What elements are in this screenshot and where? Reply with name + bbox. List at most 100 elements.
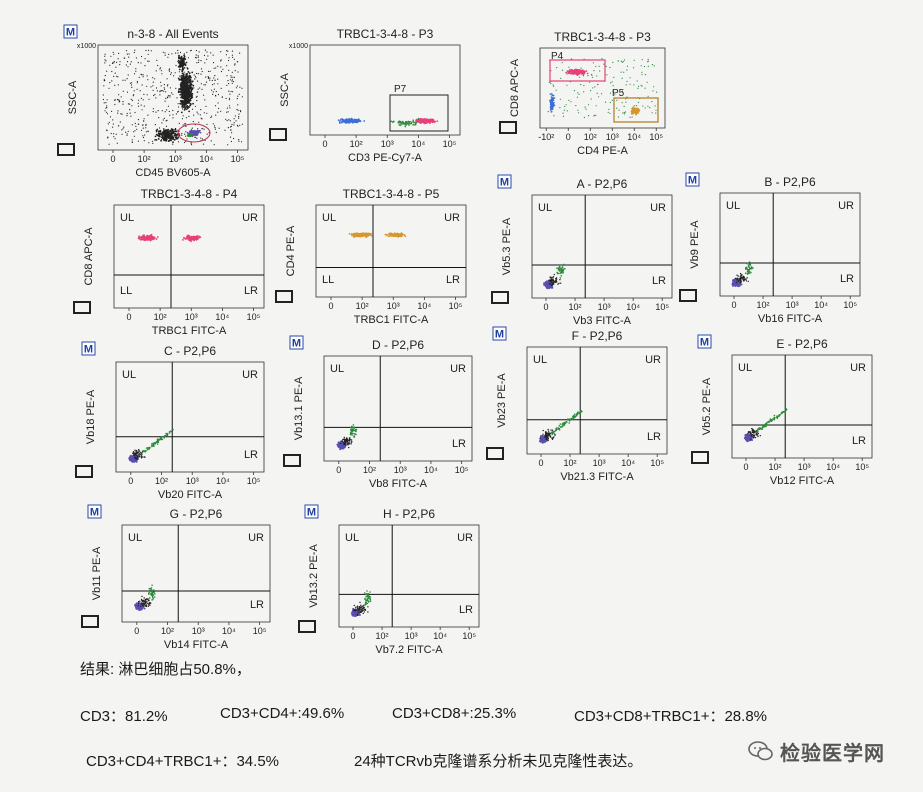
- x-tick-label: -10²: [538, 132, 554, 142]
- quadrant-label-ul: UL: [122, 369, 136, 381]
- x-axis-label: CD3 PE-Cy7-A: [348, 152, 423, 164]
- trbc1-negative-cd8: [137, 233, 159, 242]
- x-tick-label: 10⁴: [411, 139, 425, 149]
- plot-frame: [531, 194, 673, 299]
- panel-p11: M E - P2,P6 Vb5.2 PE-A Vb12 FITC-A 0 10² 10³ 10…: [691, 334, 873, 487]
- x-tick-label: 10²: [138, 154, 151, 164]
- x-tick-label: 10⁵: [650, 458, 664, 468]
- x-tick-label: 10²: [161, 626, 174, 636]
- quadrant-label-ul: UL: [533, 354, 547, 366]
- quadrant-label-lr: LR: [652, 275, 666, 287]
- quadrant-label-ur: UR: [650, 202, 666, 214]
- software-logo-icon: M: [685, 172, 700, 187]
- logo-letter: M: [307, 507, 316, 519]
- scatter-p7: [731, 261, 754, 288]
- x-tick-label: 0: [538, 458, 543, 468]
- cd3-positive-cluster: [414, 117, 439, 125]
- gate-bracket-icon: [57, 143, 75, 156]
- scatter-p10: [539, 409, 583, 444]
- x-tick-label: 0: [743, 462, 748, 472]
- plot-frame: [719, 192, 861, 297]
- x-tick-label: 10³: [169, 154, 182, 164]
- x-tick-label: 0: [566, 132, 571, 142]
- panel-title: n-3-8 - All Events: [127, 27, 218, 41]
- vb-negative-cluster: [731, 278, 743, 288]
- software-logo-icon: M: [492, 326, 507, 341]
- x-tick-label: 10⁴: [216, 476, 230, 486]
- result-cd3: CD3：81.2%: [80, 708, 168, 725]
- quadrant-label-lr: LR: [250, 599, 264, 611]
- wechat-icon: [748, 741, 773, 761]
- plot-frame: [97, 44, 249, 151]
- scatter-p8: [128, 428, 174, 463]
- plot-frame: [731, 354, 873, 459]
- x-tick-label: 10⁴: [814, 300, 828, 310]
- quadrant-label-ul: UL: [345, 532, 359, 544]
- software-logo-icon: M: [304, 504, 319, 519]
- x-axis-label: Vb8 FITC-A: [369, 478, 428, 490]
- gate-bracket-icon: [486, 447, 504, 460]
- gate-bracket-icon: [691, 451, 709, 464]
- scatter-p4: [137, 233, 202, 243]
- x-tick-label: 10³: [593, 458, 606, 468]
- panel-title: H - P2,P6: [383, 507, 435, 521]
- quadrant-label-ur: UR: [242, 212, 258, 224]
- gate-bracket-icon: [298, 620, 316, 633]
- logo-letter: M: [495, 329, 504, 341]
- quadrant-label-ul: UL: [726, 200, 740, 212]
- quadrant-label-ul: UL: [538, 202, 552, 214]
- gate-bracket-icon: [269, 128, 287, 141]
- x-tick-label: 10⁵: [843, 300, 857, 310]
- x-axis-label: CD4 PE-A: [577, 145, 628, 157]
- vb-scatter-black: [734, 272, 749, 284]
- cd4-cd8-negative: [549, 93, 556, 113]
- cd3-green: [390, 117, 420, 128]
- y-axis-label: CD4 PE-A: [285, 225, 297, 276]
- quadrant-label-ur: UR: [457, 532, 473, 544]
- panel-title: TRBC1-3-4-8 - P4: [141, 187, 238, 201]
- x-tick-label: 10⁵: [253, 626, 267, 636]
- panel-title: F - P2,P6: [572, 329, 623, 343]
- x-axis-label: CD45 BV605-A: [135, 167, 211, 179]
- panel-p7: M B - P2,P6 Vb9 PE-A Vb16 FITC-A 0 10² 10³ 10⁴ 1…: [679, 172, 861, 325]
- x-axis-label: Vb3 FITC-A: [573, 315, 632, 327]
- x-tick-label: 10³: [798, 462, 811, 472]
- x-axis-label: Vb21.3 FITC-A: [560, 471, 634, 483]
- quadrant-label-lr: LR: [452, 438, 466, 450]
- y-axis-label: Vb23 PE-A: [496, 373, 508, 428]
- events-top-cluster: [177, 54, 188, 73]
- vb-scatter-black: [747, 428, 761, 440]
- x-tick-label: 10⁴: [627, 132, 641, 142]
- quadrant-label-ur: UR: [838, 200, 854, 212]
- quadrant-label-ul: UL: [330, 363, 344, 375]
- scatter-p5: [348, 232, 407, 239]
- x-tick-label: 10³: [186, 476, 199, 486]
- logo-letter: M: [84, 344, 93, 356]
- quadrant-label-lr: LR: [459, 604, 473, 616]
- panel-p8: M C - P2,P6 Vb18 PE-A Vb20 FITC-A 0 10² 10³ 10⁴…: [75, 341, 265, 501]
- software-logo-icon: M: [87, 504, 102, 519]
- cd3-negative-cluster: [337, 117, 366, 124]
- vb-positive-green: [556, 263, 566, 279]
- x-tick-label: 10⁴: [626, 302, 640, 312]
- x-tick-label: 0: [350, 631, 355, 641]
- result-cd3-cd8-trbc1: CD3+CD8+TRBC1+：28.8%: [574, 708, 768, 725]
- gate-p7: [389, 94, 449, 132]
- panel-p10: M F - P2,P6 Vb23 PE-A Vb21.3 FITC-A 0 10² 10³ 1…: [486, 326, 668, 483]
- panel-p6: M A - P2,P6 Vb5.3 PE-A Vb3 FITC-A 0 10² 10³ 10⁴…: [491, 174, 673, 327]
- quadrant-label-ul: UL: [322, 212, 336, 224]
- cd8-positive-cluster: [565, 68, 589, 76]
- quadrant-label-ul: UL: [738, 362, 752, 374]
- x-axis-label: Vb20 FITC-A: [158, 489, 223, 501]
- lymphocyte-green: [186, 133, 195, 138]
- quadrant-label-ll: LL: [120, 285, 132, 297]
- scatter-p9: [336, 424, 358, 451]
- quadrant-label-lr: LR: [852, 435, 866, 447]
- x-tick-label: 10²: [584, 132, 597, 142]
- y-axis-label: CD8 APC-A: [509, 58, 521, 117]
- quadrant-label-ll: LL: [322, 274, 334, 286]
- y-axis-label: SSC-A: [279, 73, 291, 107]
- x-tick-label: 10⁵: [462, 631, 476, 641]
- gate-p5-label: P5: [612, 88, 625, 99]
